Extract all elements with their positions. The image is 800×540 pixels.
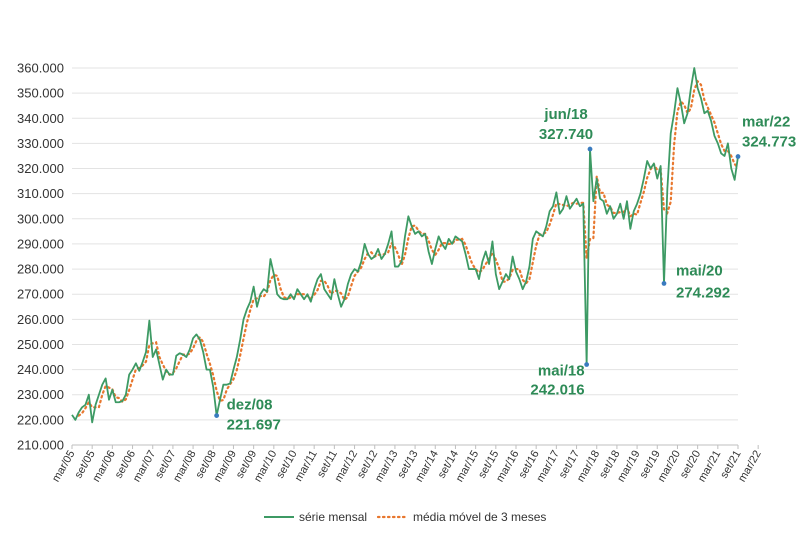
y-tick-label: 240.000	[17, 362, 64, 377]
gridlines	[72, 67, 738, 446]
annotation-value: 324.773	[742, 134, 796, 151]
legend-label-moving-average: média móvel de 3 meses	[413, 510, 546, 524]
y-tick-label: 270.000	[17, 287, 64, 302]
y-tick-label: 260.000	[17, 312, 64, 327]
monthly-line	[71, 67, 739, 424]
annotation-label: jun/18	[543, 106, 587, 123]
legend: série mensal média móvel de 3 meses	[264, 510, 546, 524]
annotation-marker	[661, 281, 667, 286]
y-tick-label: 310.000	[17, 186, 64, 201]
y-tick-label: 300.000	[17, 211, 64, 226]
y-tick-label: 320.000	[17, 161, 64, 176]
y-tick-label: 220.000	[17, 412, 64, 427]
annotations: dez/08 221.697 mai/18 242.016 jun/18 327.740 m…	[214, 106, 796, 434]
annotation-marker	[587, 146, 593, 152]
annotation-label: mai/18	[538, 363, 585, 380]
annotation-label: mar/22	[742, 114, 790, 131]
annotation-value: 274.292	[676, 284, 730, 301]
annotation-value: 242.016	[530, 382, 584, 399]
monthly-series	[71, 67, 739, 424]
annotation-marker	[584, 362, 590, 367]
y-tick-label: 340.000	[17, 111, 64, 126]
annotation-label: dez/08	[227, 397, 273, 414]
y-axis-ticks: 210.000 220.000 230.000 240.000 250.000 260.0…	[17, 61, 64, 453]
y-tick-label: 230.000	[17, 387, 64, 402]
legend-label-monthly: série mensal	[299, 510, 367, 524]
annotation-label: mai/20	[676, 262, 723, 279]
x-tick-label: mar/05	[50, 449, 78, 485]
x-axis: mar/05set/05mar/06set/06mar/07set/07mar/…	[50, 445, 764, 484]
annotation-value: 327.740	[539, 126, 593, 143]
annotation-marker	[735, 154, 741, 159]
annotation-marker	[214, 413, 220, 419]
y-tick-label: 360.000	[17, 61, 64, 76]
y-tick-label: 250.000	[17, 337, 64, 352]
y-tick-label: 330.000	[17, 136, 64, 151]
y-tick-label: 280.000	[17, 262, 64, 277]
annotation-value: 221.697	[227, 417, 281, 434]
y-tick-label: 290.000	[17, 236, 64, 251]
moving-average-series	[77, 79, 740, 417]
y-tick-label: 210.000	[17, 438, 64, 453]
y-tick-label: 350.000	[17, 86, 64, 101]
moving-average-line	[77, 79, 740, 417]
